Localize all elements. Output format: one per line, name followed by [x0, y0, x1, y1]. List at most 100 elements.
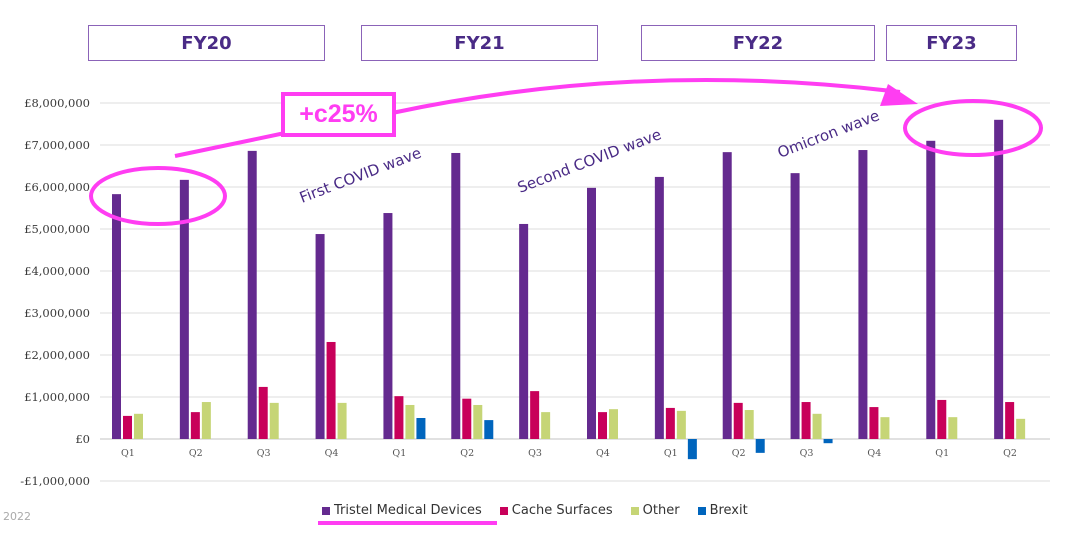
y-tick-label: £5,000,000: [24, 222, 90, 236]
bar-other: [134, 413, 143, 439]
bar-cache-surfaces: [394, 396, 404, 439]
y-tick-label: £4,000,000: [24, 264, 90, 278]
bar-tristel: [112, 194, 121, 439]
first-covid-wave-label: First COVID wave: [297, 144, 424, 207]
x-tick-label: Q3: [528, 448, 542, 459]
bar-other: [880, 417, 890, 439]
second-covid-wave-label: Second COVID wave: [515, 125, 664, 196]
legend-item-tristel: Tristel Medical Devices: [322, 503, 482, 518]
bar-brexit: [823, 439, 833, 444]
footer-year: 2022: [3, 510, 31, 523]
legend-swatch-other: [630, 506, 639, 515]
bar-other: [948, 417, 958, 439]
bar-tristel: [858, 150, 868, 440]
bar-cache-surfaces: [326, 341, 336, 439]
x-tick-label: Q3: [800, 448, 814, 459]
bar-other: [541, 412, 551, 439]
y-tick-label: £7,000,000: [24, 138, 90, 152]
bar-other: [473, 404, 483, 439]
x-tick-label: Q1: [121, 448, 135, 459]
x-tick-label: Q2: [732, 448, 746, 459]
fy22-label: FY22: [641, 25, 875, 61]
y-tick-label: £1,000,000: [24, 390, 90, 404]
fy21-label: FY21: [361, 25, 598, 61]
bar-tristel: [587, 187, 596, 439]
legend-label-tristel: Tristel Medical Devices: [334, 503, 482, 518]
x-tick-label: Q4: [596, 448, 610, 459]
bar-other: [812, 413, 822, 439]
fy23-highlight-ellipse: [903, 99, 1043, 157]
growth-line: [174, 131, 286, 158]
bar-tristel: [994, 119, 1004, 440]
x-tick-label: Q1: [935, 448, 949, 459]
legend-label-brexit: Brexit: [709, 503, 748, 518]
x-tick-label: Q1: [664, 448, 678, 459]
legend-swatch-tristel: [322, 506, 330, 515]
bar-brexit: [687, 439, 697, 460]
y-tick-label: -£1,000,000: [20, 474, 90, 488]
bar-cache-surfaces: [123, 415, 132, 439]
y-tick-label: £8,000,000: [24, 96, 90, 110]
bar-other: [201, 402, 211, 439]
bar-brexit: [484, 420, 494, 439]
bar-tristel: [179, 179, 189, 440]
bar-other: [609, 409, 618, 439]
bar-other: [744, 410, 754, 439]
bar-tristel: [722, 152, 732, 439]
bar-cache-surfaces: [190, 412, 200, 439]
legend: Tristel Medical Devices Cache Surfaces O…: [322, 503, 748, 518]
bar-cache-surfaces: [665, 407, 675, 439]
bars: [112, 119, 1026, 460]
bar-tristel: [926, 140, 936, 440]
bar-cache-surfaces: [1005, 402, 1015, 439]
bar-cache-surfaces: [462, 398, 472, 439]
bar-other: [676, 410, 686, 439]
bar-brexit: [755, 439, 765, 453]
y-tick-label: £6,000,000: [24, 180, 90, 194]
bar-other: [1016, 418, 1026, 439]
bar-tristel: [451, 152, 461, 440]
bar-cache-surfaces: [258, 386, 268, 439]
legend-item-brexit: Brexit: [697, 503, 748, 518]
bar-other: [269, 402, 279, 439]
fy20-label: FY20: [88, 25, 325, 61]
fy20-highlight-ellipse: [89, 166, 227, 226]
bar-cache-surfaces: [801, 402, 811, 439]
bar-other: [337, 402, 347, 439]
legend-swatch-cache: [499, 506, 508, 515]
bar-other: [405, 404, 415, 439]
bar-cache-surfaces: [937, 399, 947, 439]
bar-tristel: [383, 213, 393, 439]
bar-cache-surfaces: [869, 407, 879, 439]
x-tick-label: Q4: [325, 448, 339, 459]
growth-arrow: [391, 77, 901, 115]
legend-item-other: Other: [630, 503, 680, 518]
bar-tristel: [654, 176, 664, 440]
bar-cache-surfaces: [598, 412, 607, 439]
x-tick-label: Q2: [1003, 448, 1017, 459]
y-tick-label: £3,000,000: [24, 306, 90, 320]
legend-item-cache: Cache Surfaces: [499, 503, 613, 518]
bar-cache-surfaces: [733, 402, 743, 439]
fy23-label: FY23: [886, 25, 1017, 61]
legend-label-other: Other: [642, 503, 680, 518]
gridlines: [100, 102, 1050, 482]
bar-tristel: [790, 173, 800, 439]
legend-label-cache: Cache Surfaces: [511, 503, 613, 518]
y-tick-label: £0: [75, 432, 90, 446]
legend-swatch-brexit: [697, 506, 706, 515]
annotations: First COVID wave Second COVID wave Omicr…: [89, 77, 1043, 525]
bar-tristel: [315, 234, 325, 439]
x-tick-label: Q2: [460, 448, 474, 459]
y-axis: -£1,000,000 £0 £1,000,000 £2,000,000 £3,000,…: [20, 96, 90, 488]
growth-badge: +c25%: [281, 92, 396, 137]
x-tick-label: Q1: [392, 448, 406, 459]
bar-tristel: [247, 150, 257, 439]
x-tick-label: Q3: [257, 448, 271, 459]
bar-cache-surfaces: [530, 391, 540, 439]
x-tick-label: Q4: [867, 448, 881, 459]
x-tick-label: Q2: [189, 448, 203, 459]
y-tick-label: £2,000,000: [24, 348, 90, 362]
bar-tristel: [519, 223, 529, 439]
